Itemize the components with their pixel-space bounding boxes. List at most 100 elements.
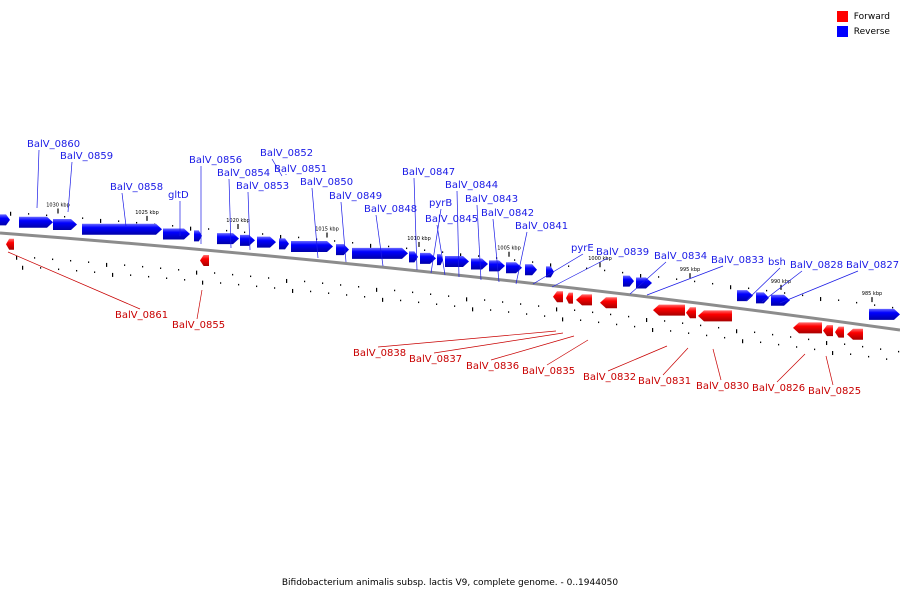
- reverse-gene-label: gltD: [168, 190, 189, 201]
- reverse-gene-label: BalV_0852: [260, 148, 313, 159]
- reverse-gene-label: BalV_0849: [329, 191, 382, 202]
- tick-mark: [508, 311, 510, 313]
- tick-mark: [382, 297, 384, 302]
- reverse-gene-arrow: [194, 230, 202, 242]
- leader-line: [121, 192, 127, 227]
- leader-line: [532, 253, 584, 285]
- forward-gene-label: BalV_0855: [172, 320, 225, 331]
- reverse-gene-label: BalV_0845: [425, 214, 478, 225]
- forward-gene-arrow: [847, 328, 863, 340]
- reverse-gene-arrow: [869, 308, 900, 320]
- tick-mark: [886, 358, 888, 360]
- tick-mark: [232, 273, 234, 276]
- tick-mark: [22, 265, 24, 270]
- tick-mark: [130, 274, 132, 276]
- leader-line: [7, 251, 141, 310]
- tick-mark: [100, 218, 102, 223]
- reverse-gene-arrow: [217, 233, 239, 245]
- tick-mark: [64, 215, 66, 218]
- leader-line: [662, 347, 689, 376]
- tick-mark: [28, 213, 30, 215]
- leader-line: [377, 330, 557, 348]
- tick-mark: [418, 301, 420, 304]
- leader-line: [607, 345, 668, 372]
- tick-mark: [430, 293, 432, 295]
- reverse-gene-label: BalV_0860: [27, 139, 80, 150]
- reverse-gene-arrow: [506, 262, 522, 274]
- tick-mark: [772, 333, 774, 336]
- tick-mark: [148, 275, 150, 278]
- tick-mark: [622, 271, 624, 274]
- tick-mark: [628, 315, 630, 318]
- reverse-gene-label: BalV_0834: [654, 251, 707, 262]
- leader-line: [433, 332, 564, 354]
- reverse-gene-label: BalV_0847: [402, 167, 455, 178]
- tick-mark: [868, 355, 870, 358]
- scale-label: 990 kbp: [771, 279, 791, 285]
- tick-mark: [10, 211, 12, 216]
- tick-mark: [220, 282, 222, 284]
- tick-mark: [802, 294, 804, 297]
- reverse-gene-arrow: [636, 277, 652, 289]
- tick-mark: [358, 286, 360, 288]
- legend-reverse-label: Reverse: [853, 26, 890, 37]
- scale-label: 1005 kbp: [497, 246, 521, 252]
- tick-mark: [850, 353, 852, 355]
- tick-mark: [592, 311, 594, 314]
- tick-mark: [526, 313, 528, 315]
- tick-mark: [862, 345, 864, 348]
- forward-gene-arrow: [566, 292, 573, 304]
- tick-mark: [226, 229, 228, 232]
- scale-label: 995 kbp: [680, 267, 700, 273]
- reverse-gene-label: BalV_0854: [217, 168, 270, 179]
- forward-gene-arrow: [553, 291, 563, 303]
- leader-line: [776, 353, 806, 383]
- leader-line: [825, 355, 834, 386]
- scale-tick: [689, 273, 691, 279]
- tick-mark: [640, 274, 642, 279]
- tick-mark: [730, 285, 732, 290]
- tick-mark: [250, 275, 252, 278]
- tick-mark: [778, 343, 780, 346]
- tick-mark: [58, 268, 60, 271]
- tick-mark: [712, 282, 714, 285]
- forward-gene-arrow: [823, 325, 833, 337]
- tick-mark: [196, 270, 198, 275]
- forward-gene-label: BalV_0835: [522, 366, 575, 377]
- tick-mark: [490, 309, 492, 311]
- forward-gene-label: BalV_0837: [409, 354, 462, 365]
- reverse-gene-arrow: [291, 241, 333, 253]
- tick-mark: [460, 253, 462, 258]
- legend-item-reverse: Reverse: [836, 24, 890, 39]
- leader-line: [228, 178, 232, 249]
- leader-line: [546, 339, 589, 366]
- leader-line: [712, 348, 722, 381]
- leader-line: [375, 214, 384, 267]
- tick-mark: [484, 299, 486, 301]
- reverse-gene-label: BalV_0844: [445, 180, 498, 191]
- tick-mark: [214, 272, 216, 274]
- tick-mark: [664, 320, 666, 322]
- tick-mark: [406, 247, 408, 250]
- tick-mark: [466, 297, 468, 302]
- leader-line: [413, 177, 418, 271]
- tick-mark: [310, 290, 312, 293]
- tick-mark: [364, 296, 366, 298]
- forward-gene-arrow: [200, 254, 209, 266]
- reverse-gene-label: pyrE: [571, 243, 594, 254]
- tick-mark: [616, 323, 618, 326]
- tick-mark: [70, 259, 72, 262]
- scale-label: 1025 kbp: [135, 210, 159, 216]
- tick-mark: [136, 221, 138, 224]
- reverse-gene-label: BalV_0858: [110, 182, 163, 193]
- leader-line: [779, 270, 859, 304]
- reverse-gene-label: BalV_0827: [846, 260, 899, 271]
- tick-mark: [736, 329, 738, 334]
- leader-line: [456, 190, 460, 278]
- tick-mark: [568, 265, 570, 267]
- tick-mark: [340, 284, 342, 286]
- reverse-gene-arrow: [471, 258, 488, 270]
- tick-mark: [178, 269, 180, 271]
- tick-mark: [436, 303, 438, 305]
- tick-mark: [832, 351, 834, 356]
